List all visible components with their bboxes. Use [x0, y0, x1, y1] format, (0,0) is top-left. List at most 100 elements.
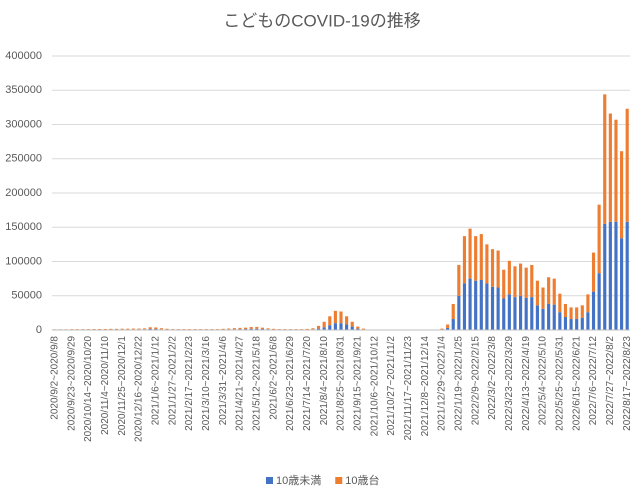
x-tick-label: 2021/8/4~2021/8/10	[319, 336, 330, 426]
x-tick-label: 2020/9/23~2020/9/29	[66, 336, 77, 431]
bar-segment	[496, 250, 500, 288]
bar-segment	[563, 316, 568, 330]
x-tick-label: 2021/12/8~2021/12/14	[420, 336, 431, 437]
x-tick-label: 2021/8/25~2021/8/31	[336, 336, 347, 431]
bar-segment	[154, 327, 158, 330]
y-tick-label: 100000	[5, 255, 42, 267]
bar-segment	[558, 312, 562, 330]
x-tick-label: 2022/2/9~2022/2/15	[470, 336, 481, 426]
bar-segment	[328, 316, 332, 326]
x-tick-label: 2020/10/14~2020/10/20	[83, 336, 94, 442]
bar-segment	[159, 328, 163, 330]
bar-segment	[244, 327, 248, 330]
bar-segment	[580, 305, 584, 318]
bar-segment	[457, 264, 461, 296]
y-tick-label: 150000	[5, 221, 42, 233]
bar-segment	[143, 328, 147, 330]
bar-segment	[591, 291, 596, 330]
bar-segment	[165, 328, 169, 330]
bar-segment	[530, 264, 534, 298]
x-tick-label: 2021/7/14~2021/7/20	[302, 336, 313, 431]
x-tick-label: 2022/5/25~2022/5/31	[554, 336, 565, 431]
x-tick-label: 2022/8/17~2022/8/23	[622, 336, 633, 431]
bar-segment	[575, 307, 579, 320]
bar-segment	[316, 325, 321, 329]
x-tick-label: 2021/5/12~2021/5/18	[251, 336, 262, 431]
bar-segment	[451, 303, 455, 320]
bar-segment	[446, 324, 450, 328]
bar-segment	[210, 329, 214, 330]
x-tick-label: 2021/1/27~2021/2/2	[167, 336, 178, 426]
bar-segment	[496, 287, 500, 330]
chart-title: こどものCOVID-19の推移	[223, 11, 420, 30]
y-tick-label: 200000	[5, 187, 42, 199]
bar-segment	[249, 327, 253, 329]
y-tick-label: 400000	[5, 50, 42, 62]
bar-segment	[485, 283, 489, 330]
bar-segment	[137, 328, 141, 330]
x-tick-label: 2021/10/6~2021/10/12	[369, 336, 380, 437]
bar-segment	[608, 113, 612, 222]
x-tick-label: 2021/10/27~2021/11/2	[386, 336, 397, 436]
bar-segment	[479, 234, 483, 280]
bar-segment	[519, 263, 523, 296]
bar-segment	[597, 273, 601, 330]
bar-segment	[260, 327, 265, 330]
bar-segment	[620, 151, 624, 239]
bar-segment	[608, 221, 612, 330]
bar-segment	[288, 329, 293, 330]
bar-segment	[300, 329, 304, 330]
bar-segment	[552, 278, 556, 305]
bar-segment	[221, 328, 225, 330]
x-tick-label: 2021/6/2~2021/6/8	[268, 336, 279, 420]
bar-segment	[148, 328, 152, 330]
x-tick-label: 2021/4/21~2021/4/27	[235, 336, 246, 431]
bar-segment	[176, 329, 180, 330]
y-tick-label: 50000	[11, 290, 42, 302]
bar-segment	[350, 326, 354, 330]
bar-segment	[524, 297, 528, 330]
x-tick-label: 2021/11/17~2021/11/23	[403, 336, 414, 441]
bar-segment	[558, 293, 562, 313]
bar-segment	[547, 303, 551, 330]
bar-segment	[356, 326, 360, 329]
bar-segment	[277, 329, 281, 330]
bar-segment	[227, 328, 231, 330]
bar-segment	[563, 303, 568, 317]
bar-segment	[98, 328, 102, 330]
bar-segment	[204, 329, 208, 330]
bar-segment	[614, 119, 618, 222]
bar-segment	[182, 329, 186, 330]
x-tick-label: 2022/5/4~2022/5/10	[538, 336, 549, 426]
bar-segment	[569, 307, 573, 320]
bar-segment	[586, 312, 590, 330]
y-tick-label: 300000	[5, 118, 42, 130]
bar-segment	[530, 297, 534, 330]
bar-segment	[462, 283, 467, 330]
bar-segment	[513, 297, 517, 330]
bar-segment	[328, 325, 332, 330]
x-tick-label: 2021/9/15~2021/9/21	[352, 336, 363, 431]
bar-segment	[131, 328, 135, 330]
bar-segment	[356, 328, 360, 330]
bar-segment	[507, 260, 511, 295]
bar-segment	[114, 328, 119, 330]
bar-segment	[294, 329, 298, 330]
bar-segment	[603, 94, 607, 224]
bar-segment	[322, 327, 326, 330]
bar-segment	[524, 267, 528, 298]
bar-segment	[350, 321, 354, 327]
bar-segment	[126, 328, 130, 330]
bar-segment	[255, 326, 259, 329]
bar-segment	[625, 221, 629, 330]
x-tick-label: 2022/4/13~2022/4/19	[521, 336, 532, 431]
x-tick-label: 2022/7/27~2022/8/2	[605, 336, 616, 426]
bar-segment	[513, 266, 517, 298]
bar-segment	[345, 324, 349, 330]
bar-segment	[485, 244, 489, 284]
x-tick-label: 2020/11/4~2020/11/10	[100, 336, 111, 435]
bar-segment	[322, 321, 326, 328]
bar-segment	[193, 329, 197, 330]
bar-segment	[591, 252, 596, 292]
bar-segment	[474, 236, 478, 281]
